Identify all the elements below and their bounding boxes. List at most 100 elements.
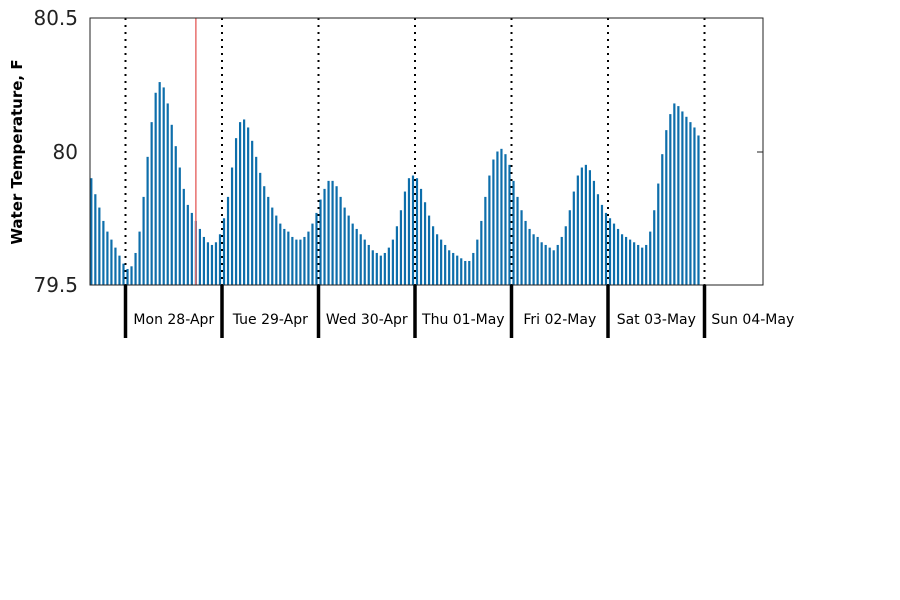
temperature-bar [608, 218, 612, 285]
bar-series [90, 82, 700, 286]
temperature-bar [657, 183, 660, 285]
temperature-bar [271, 207, 274, 285]
temperature-bar [604, 212, 608, 285]
temperature-bar [576, 175, 579, 285]
temperature-bar [512, 180, 515, 285]
day-label: Tue 29-Apr [232, 312, 308, 328]
temperature-bar [641, 247, 644, 285]
temperature-bar [114, 247, 117, 285]
temperature-bar [637, 244, 640, 285]
temperature-bar [452, 252, 455, 285]
temperature-bar [673, 103, 676, 285]
temperature-bar [383, 252, 386, 285]
temperature-bar [584, 164, 587, 285]
temperature-bar [299, 239, 302, 285]
temperature-bar [331, 180, 334, 285]
temperature-bar [464, 260, 467, 285]
temperature-bar [190, 212, 193, 285]
temperature-bar [460, 258, 463, 285]
temperature-bar [255, 156, 258, 285]
temperature-bar [492, 159, 495, 285]
temperature-bar [134, 252, 137, 285]
temperature-bar [238, 122, 242, 285]
temperature-bar [612, 223, 616, 285]
temperature-bar [665, 130, 668, 285]
temperature-bar [150, 122, 153, 285]
temperature-bar [685, 116, 688, 285]
temperature-bar [496, 151, 499, 285]
temperature-bar [311, 223, 314, 285]
temperature-bar [407, 178, 411, 285]
temperature-bar [315, 212, 318, 285]
temperature-bar [110, 239, 113, 285]
day-labels: Mon 28-Apr Tue 29-Apr Wed 30-Apr Thu 01-… [133, 312, 794, 328]
temperature-bar [536, 236, 539, 285]
temperature-bar [230, 167, 234, 285]
temperature-bar [335, 186, 338, 285]
temperature-bar [210, 244, 214, 285]
temperature-bar [468, 260, 471, 285]
temperature-bar [206, 242, 210, 285]
temperature-bar [130, 266, 133, 285]
temperature-bar [363, 239, 366, 285]
temperature-bar [423, 202, 427, 285]
temperature-bar [488, 175, 491, 285]
temperature-bar [476, 239, 479, 285]
day-label: Sat 03-May [617, 312, 696, 328]
temperature-bar [303, 236, 306, 285]
temperature-bar [138, 231, 141, 285]
temperature-bar [186, 204, 189, 285]
temperature-bar [472, 252, 475, 285]
temperature-bar [291, 236, 294, 285]
temperature-bar [600, 204, 604, 285]
temperature-bar [560, 236, 563, 285]
temperature-bar [403, 191, 407, 285]
temperature-bar [323, 188, 326, 285]
temperature-bar [166, 103, 169, 285]
temperature-bar [508, 164, 511, 285]
temperature-bar [427, 215, 431, 285]
temperature-bar [580, 167, 583, 285]
temperature-bar [263, 186, 266, 285]
temperature-bar [339, 196, 342, 285]
temperature-bar [411, 175, 415, 285]
temperature-bar [94, 194, 97, 285]
y-axis-label: Water Temperature, F [8, 59, 26, 244]
temperature-bar [689, 122, 692, 285]
temperature-bar [307, 231, 310, 285]
temperature-bar [174, 146, 177, 285]
temperature-bar [532, 234, 535, 285]
temperature-bar [146, 156, 149, 285]
temperature-bar [319, 199, 322, 285]
temperature-bar [697, 135, 700, 285]
temperature-bar [444, 244, 447, 285]
temperature-bar [556, 244, 559, 285]
temperature-bar [653, 210, 656, 285]
temperature-bar [267, 196, 270, 285]
temperature-bar [540, 242, 543, 285]
temperature-bar [226, 196, 230, 285]
temperature-bar [198, 228, 201, 285]
temperature-bar [102, 220, 105, 285]
temperature-bar [564, 226, 567, 285]
temperature-bar [327, 180, 330, 285]
temperature-bar [415, 178, 419, 285]
temperature-bar [484, 196, 487, 285]
temperature-bar [480, 220, 483, 285]
temperature-bar [436, 234, 439, 285]
temperature-bar [645, 244, 648, 285]
temperature-bar [118, 255, 121, 285]
temperature-bar [681, 111, 684, 285]
y-tick-label: 80 [53, 140, 78, 164]
temperature-bar [283, 228, 286, 285]
temperature-bar [106, 231, 109, 285]
temperature-bar [448, 250, 451, 285]
temperature-bar [162, 87, 165, 285]
temperature-bar [367, 244, 370, 285]
temperature-bar [126, 268, 129, 285]
temperature-bar [359, 234, 362, 285]
temperature-bar [222, 218, 226, 285]
temperature-bar [375, 252, 378, 285]
temperature-bar [516, 196, 519, 285]
